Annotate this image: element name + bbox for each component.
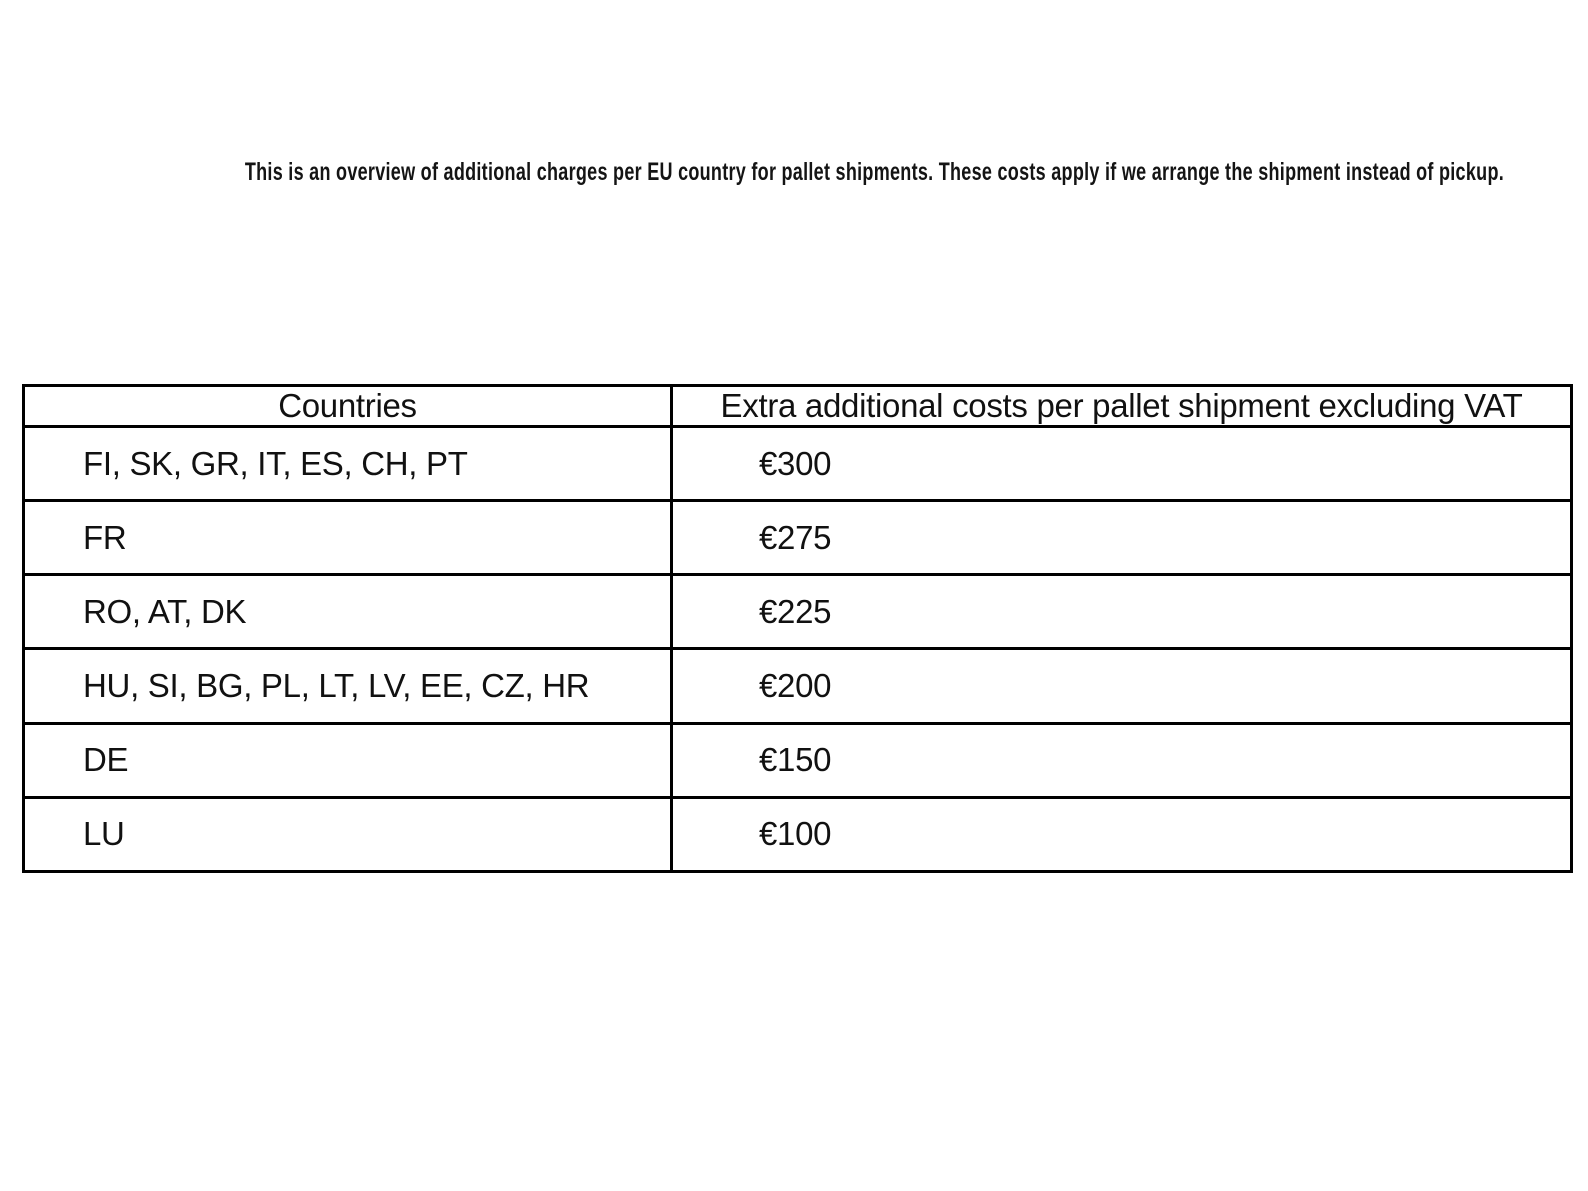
countries-cell: FR xyxy=(22,499,673,577)
countries-cell: HU, SI, BG, PL, LT, LV, EE, CZ, HR xyxy=(22,647,673,725)
table-row: FI, SK, GR, IT, ES, CH, PT €300 xyxy=(22,424,1573,503)
table-row: LU €100 xyxy=(22,795,1573,874)
cost-cell: €275 xyxy=(670,499,1573,577)
countries-cell: DE xyxy=(22,721,673,799)
page-title: This is an overview of additional charge… xyxy=(0,159,1588,186)
table-header-row: Countries Extra additional costs per pal… xyxy=(22,384,1573,428)
countries-cell: RO, AT, DK xyxy=(22,573,673,651)
table-row: HU, SI, BG, PL, LT, LV, EE, CZ, HR €200 xyxy=(22,647,1573,725)
table-row: RO, AT, DK €225 xyxy=(22,573,1573,651)
cost-cell: €300 xyxy=(670,424,1573,503)
table-row: FR €275 xyxy=(22,499,1573,577)
cost-cell: €200 xyxy=(670,647,1573,725)
table-header-countries: Countries xyxy=(22,384,673,428)
countries-cell: FI, SK, GR, IT, ES, CH, PT xyxy=(22,424,673,503)
table-header-costs: Extra additional costs per pallet shipme… xyxy=(670,384,1573,428)
cost-cell: €225 xyxy=(670,573,1573,651)
cost-cell: €100 xyxy=(670,795,1573,874)
cost-cell: €150 xyxy=(670,721,1573,799)
countries-cell: LU xyxy=(22,795,673,874)
charges-table: Countries Extra additional costs per pal… xyxy=(22,384,1573,874)
table-row: DE €150 xyxy=(22,721,1573,799)
page-title-text: This is an overview of additional charge… xyxy=(244,158,1505,186)
